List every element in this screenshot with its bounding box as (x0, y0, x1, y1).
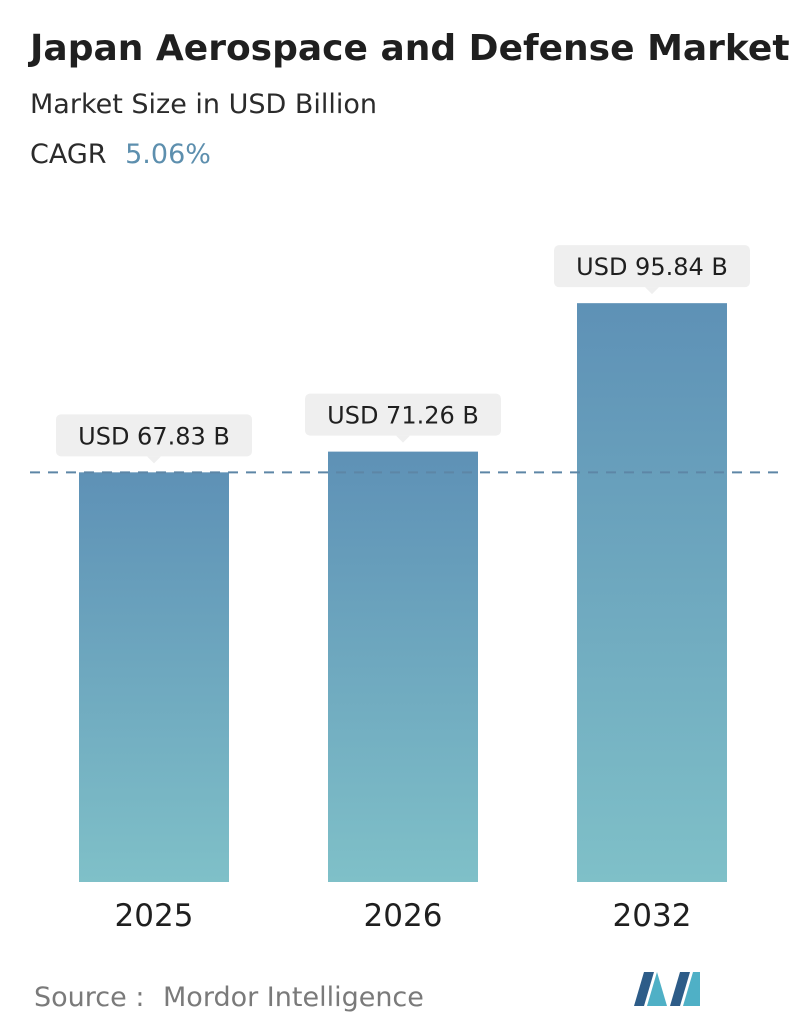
cagr-value: 5.06% (125, 139, 211, 170)
value-labels-layer: USD 67.83 B USD 71.26 B USD 95.84 B (56, 245, 750, 464)
value-label-text: USD 71.26 B (327, 402, 479, 430)
chart-subtitle: Market Size in USD Billion (30, 89, 377, 120)
value-label-2025: USD 67.83 B (56, 414, 252, 464)
logo-shape-4 (683, 972, 700, 1006)
x-tick-2026: 2026 (364, 898, 443, 934)
value-label-2032: USD 95.84 B (554, 245, 750, 295)
mordor-intelligence-logo (634, 972, 700, 1006)
value-label-box (56, 414, 252, 457)
value-label-text: USD 95.84 B (576, 253, 728, 281)
value-label-2026: USD 71.26 B (305, 393, 501, 443)
x-tick-2032: 2032 (613, 898, 692, 934)
source-name: Mordor Intelligence (163, 982, 424, 1013)
value-label-box (305, 393, 501, 436)
x-tick-2025: 2025 (115, 898, 194, 934)
cagr-prefix: CAGR (30, 139, 107, 170)
bar-2032 (577, 303, 727, 882)
logo-shape-3 (670, 972, 690, 1006)
logo-shape-2 (647, 972, 667, 1006)
bars-layer (79, 303, 727, 882)
bar-2025 (79, 472, 229, 882)
value-label-pointer (147, 456, 161, 464)
source-label: Source : Mordor Intelligence (34, 982, 424, 1013)
x-axis-ticks: 2025 2026 2032 (115, 898, 692, 934)
bar-2026 (328, 451, 478, 882)
value-label-box (554, 245, 750, 288)
logo-shape-1 (634, 972, 654, 1006)
value-label-pointer (645, 287, 659, 295)
value-label-pointer (396, 435, 410, 443)
source-prefix: Source : (34, 982, 144, 1013)
chart-title: Japan Aerospace and Defense Market (27, 28, 790, 69)
value-label-text: USD 67.83 B (78, 422, 230, 450)
cagr-label: CAGR 5.06% (30, 139, 211, 170)
